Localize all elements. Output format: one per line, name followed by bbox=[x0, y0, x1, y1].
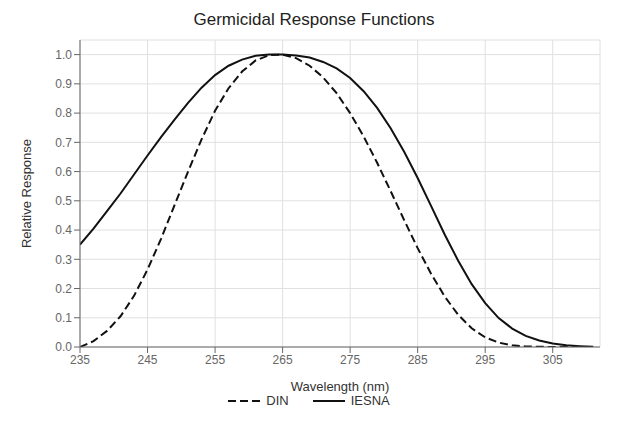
svg-text:265: 265 bbox=[273, 353, 293, 367]
svg-text:0.9: 0.9 bbox=[55, 77, 72, 91]
svg-text:0.1: 0.1 bbox=[55, 311, 72, 325]
svg-text:235: 235 bbox=[70, 353, 90, 367]
svg-text:Wavelength (nm): Wavelength (nm) bbox=[291, 379, 390, 394]
svg-text:305: 305 bbox=[543, 353, 563, 367]
svg-text:0.8: 0.8 bbox=[55, 106, 72, 120]
svg-text:0.4: 0.4 bbox=[55, 223, 72, 237]
svg-text:0.0: 0.0 bbox=[55, 340, 72, 354]
html-text:Germicidal Response Functions: Germicidal Response Functions bbox=[193, 10, 435, 29]
svg-text:Relative Response: Relative Response bbox=[19, 139, 34, 248]
svg-text:255: 255 bbox=[205, 353, 225, 367]
html-text:DIN: DIN bbox=[266, 393, 289, 408]
svg-text:0.7: 0.7 bbox=[55, 136, 72, 150]
svg-text:275: 275 bbox=[340, 353, 360, 367]
svg-text:0.2: 0.2 bbox=[55, 282, 72, 296]
svg-text:245: 245 bbox=[138, 353, 158, 367]
svg-text:1.0: 1.0 bbox=[55, 48, 72, 62]
svg-text:0.6: 0.6 bbox=[55, 165, 72, 179]
svg-text:295: 295 bbox=[475, 353, 495, 367]
html-text:IESNA: IESNA bbox=[350, 393, 390, 408]
svg-text:0.5: 0.5 bbox=[55, 194, 72, 208]
svg-text:285: 285 bbox=[408, 353, 428, 367]
svg-text:0.3: 0.3 bbox=[55, 253, 72, 267]
